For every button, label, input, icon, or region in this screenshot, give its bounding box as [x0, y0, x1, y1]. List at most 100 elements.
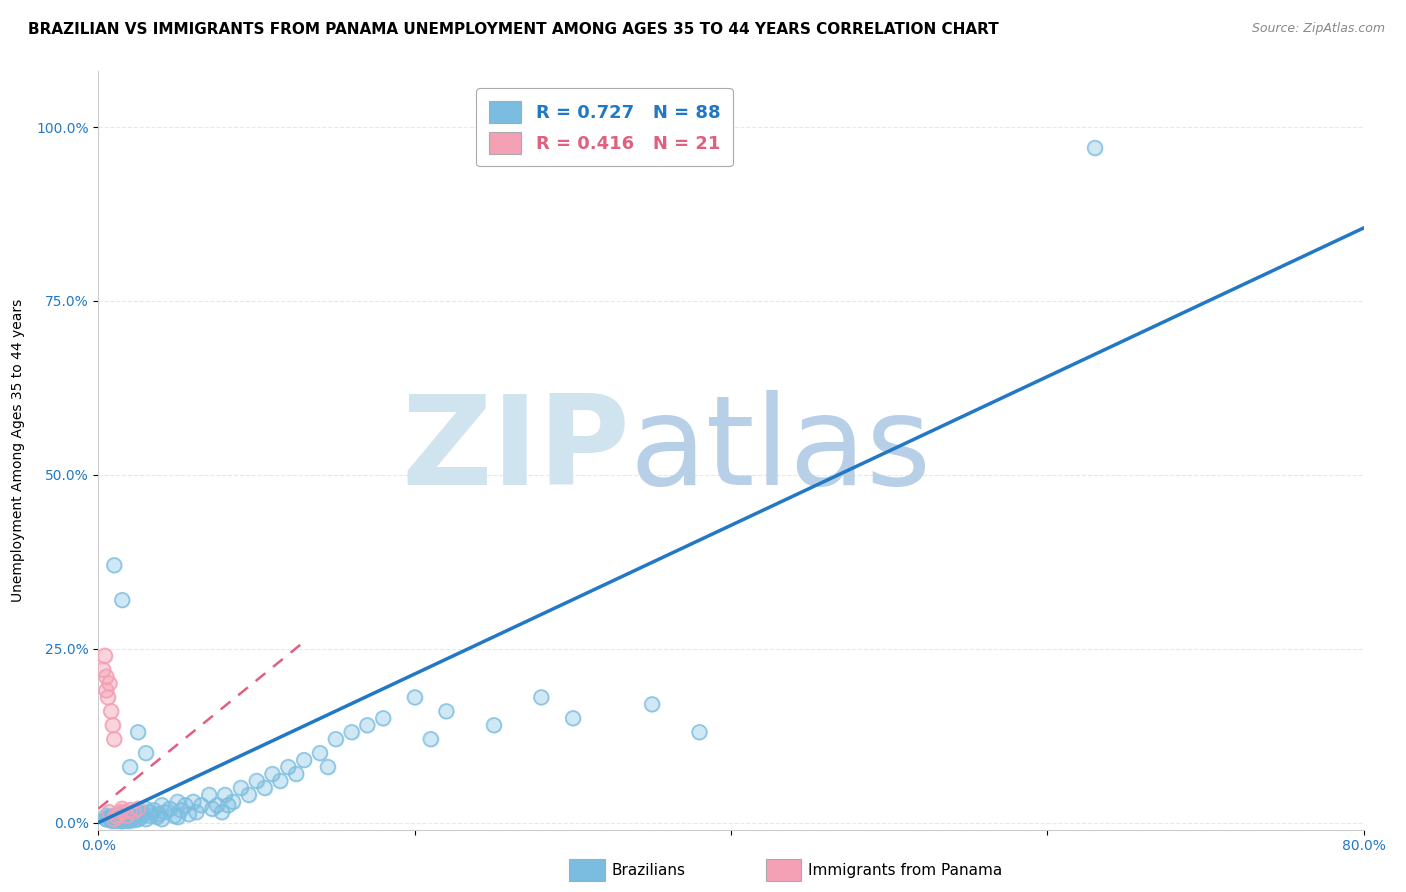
Text: atlas: atlas	[630, 390, 932, 511]
Point	[222, 795, 245, 809]
Point	[100, 814, 122, 828]
Point	[198, 788, 221, 802]
Point	[96, 812, 118, 826]
Point	[253, 780, 276, 795]
Point	[127, 812, 149, 826]
Point	[135, 802, 157, 816]
Point	[122, 810, 145, 824]
Point	[108, 807, 131, 822]
Point	[115, 814, 138, 828]
Point	[120, 814, 141, 828]
Point	[169, 803, 191, 817]
Point	[146, 810, 169, 824]
Point	[98, 805, 121, 820]
Point	[112, 805, 135, 820]
Point	[112, 813, 135, 827]
Point	[111, 814, 134, 829]
Point	[132, 807, 155, 822]
Point	[103, 808, 125, 822]
Point	[107, 807, 129, 822]
Point	[371, 711, 394, 725]
Point	[96, 808, 118, 822]
Point	[238, 788, 260, 802]
Point	[135, 812, 157, 826]
Point	[98, 676, 121, 690]
Point	[138, 805, 160, 820]
Point	[135, 746, 157, 760]
Point	[177, 807, 200, 822]
Point	[101, 718, 124, 732]
Text: Source: ZipAtlas.com: Source: ZipAtlas.com	[1251, 22, 1385, 36]
Point	[292, 753, 315, 767]
Point	[159, 802, 181, 816]
Legend: R = 0.727   N = 88, R = 0.416   N = 21: R = 0.727 N = 88, R = 0.416 N = 21	[477, 88, 733, 166]
Point	[183, 795, 205, 809]
Point	[356, 718, 378, 732]
Point	[205, 798, 228, 813]
Point	[103, 812, 125, 826]
Point	[124, 813, 146, 827]
Point	[120, 803, 141, 817]
Point	[166, 810, 188, 824]
Point	[211, 805, 233, 820]
Point	[104, 808, 127, 822]
Point	[436, 704, 458, 718]
Point	[120, 803, 141, 817]
Point	[404, 690, 426, 705]
Point	[111, 810, 134, 824]
Point	[103, 814, 125, 828]
Point	[108, 812, 131, 826]
Point	[100, 812, 122, 826]
Point	[115, 814, 138, 828]
Point	[93, 648, 117, 663]
Point	[166, 795, 188, 809]
Point	[688, 725, 710, 739]
Point	[419, 732, 441, 747]
Point	[96, 669, 118, 683]
Point	[107, 814, 129, 828]
Point	[229, 780, 252, 795]
Point	[96, 669, 118, 683]
Point	[139, 808, 162, 822]
Point	[110, 805, 132, 820]
Point	[122, 810, 145, 824]
Point	[122, 805, 145, 820]
Point	[262, 767, 284, 781]
Point	[153, 805, 176, 820]
Point	[253, 780, 276, 795]
Point	[110, 814, 132, 828]
Point	[325, 732, 347, 747]
Point	[117, 812, 139, 826]
Point	[97, 690, 120, 705]
Point	[482, 718, 505, 732]
Point	[142, 803, 165, 817]
Point	[100, 812, 122, 826]
Point	[138, 805, 160, 820]
Point	[98, 810, 121, 824]
Point	[122, 805, 145, 820]
Point	[100, 814, 122, 828]
Point	[561, 711, 585, 725]
Point	[96, 683, 118, 698]
Point	[404, 690, 426, 705]
Point	[129, 810, 152, 824]
Point	[135, 802, 157, 816]
Point	[246, 773, 269, 788]
Point	[246, 773, 269, 788]
Point	[201, 802, 224, 816]
Y-axis label: Unemployment Among Ages 35 to 44 years: Unemployment Among Ages 35 to 44 years	[11, 299, 25, 602]
Point	[214, 788, 236, 802]
Point	[108, 812, 131, 826]
Point	[98, 805, 121, 820]
Point	[135, 812, 157, 826]
Point	[104, 808, 127, 822]
Point	[103, 558, 125, 573]
Text: Brazilians: Brazilians	[612, 863, 686, 878]
Point	[217, 798, 239, 813]
Point	[371, 711, 394, 725]
Point	[107, 807, 129, 822]
Point	[127, 802, 149, 816]
Point	[97, 690, 120, 705]
Point	[111, 802, 134, 816]
Point	[561, 711, 585, 725]
